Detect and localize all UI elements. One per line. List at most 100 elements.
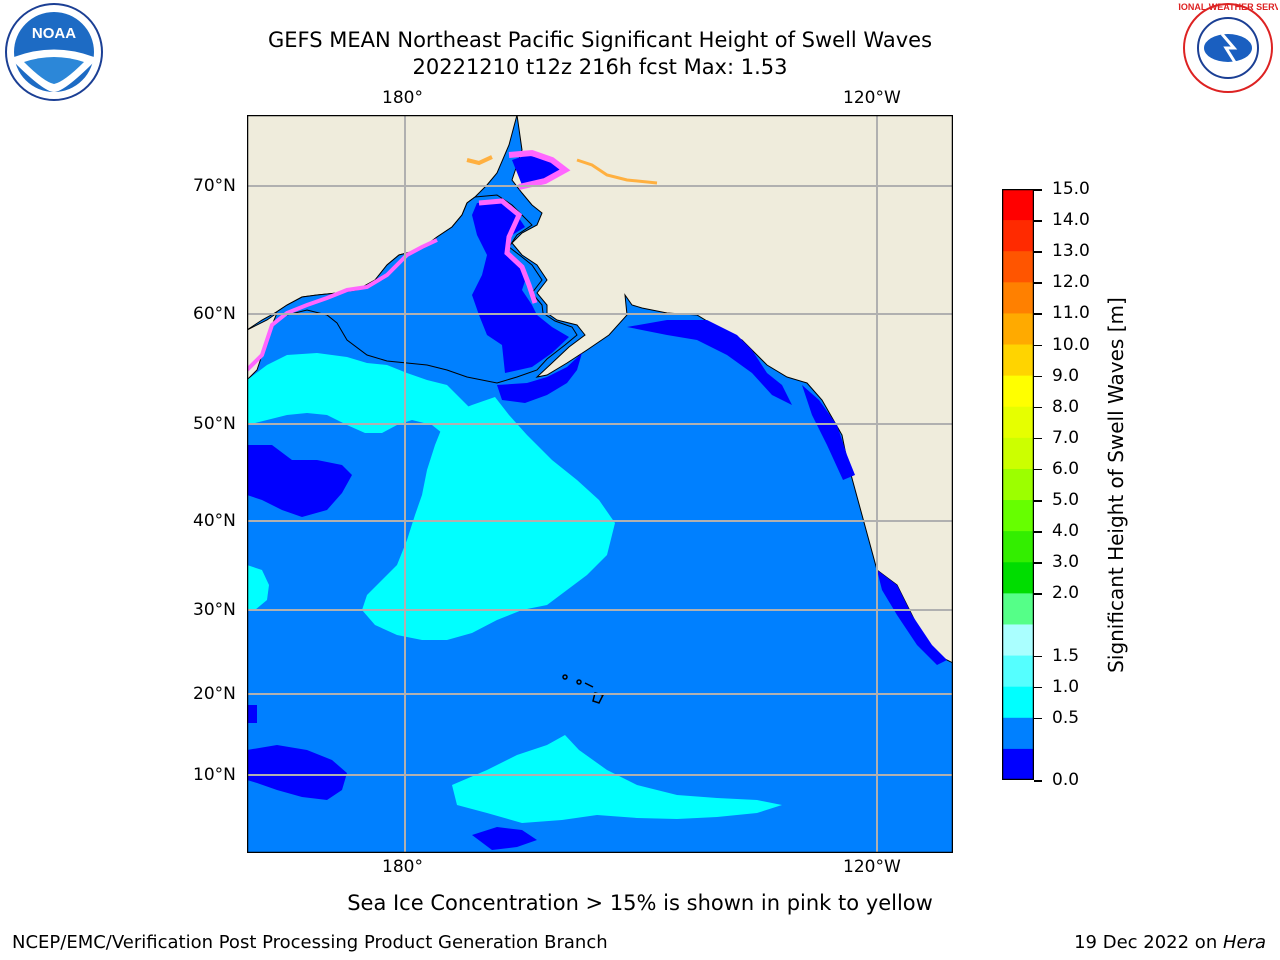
sea-ice-bering — [478, 198, 538, 304]
colorbar-tick-mark — [1034, 375, 1042, 378]
colorbar-label: Significant Height of Swell Waves [m] — [1104, 297, 1128, 673]
colorbar-tick-mark — [1034, 344, 1042, 347]
colorbar-tick-label: 0.5 — [1052, 707, 1080, 728]
colorbar-tick-label: 5.0 — [1052, 490, 1080, 511]
colorbar-tick-mark — [1034, 282, 1042, 284]
colorbar-tick-label: 3.0 — [1052, 552, 1080, 573]
colorbar-segment — [1002, 562, 1034, 594]
colorbar-tick-mark — [1034, 189, 1042, 191]
colorbar-tick-label: 0.0 — [1052, 770, 1080, 790]
map-panel — [245, 114, 954, 854]
lat-tick-60n: 60°N — [193, 304, 236, 324]
lat-tick-50n: 50°N — [193, 414, 236, 434]
footer-host: Hera — [1222, 932, 1266, 953]
swell-deep-edge — [247, 705, 257, 723]
graticule — [247, 115, 953, 853]
colorbar-segment — [1002, 655, 1034, 688]
noaa-logo-text: NOAA — [32, 25, 76, 42]
sea-bering-shallow — [472, 203, 569, 373]
swell-cyan-north — [247, 353, 487, 445]
swell-deep-south — [472, 827, 537, 850]
sea-ice-orange-2 — [576, 158, 658, 185]
colorbar-tick-mark — [1034, 500, 1042, 502]
lat-tick-30n: 30°N — [193, 600, 236, 620]
colorbar-tick-label: 13.0 — [1052, 241, 1090, 262]
colorbar-segment — [1002, 748, 1034, 781]
colorbar-tick-label: 1.0 — [1052, 676, 1080, 697]
title-line-2: 20221210 t12z 216h fcst Max: 1.53 — [412, 55, 788, 79]
sea-ice-note: Sea Ice Concentration > 15% is shown in … — [347, 891, 933, 915]
land-north-america — [511, 114, 954, 664]
colorbar-segment — [1002, 189, 1034, 221]
sea-ca-coast — [877, 570, 947, 665]
colorbar-tick-mark — [1034, 437, 1042, 440]
colorbar-tick-label: 9.0 — [1052, 365, 1080, 386]
noaa-logo: NOAA — [4, 2, 104, 102]
colorbar — [1001, 188, 1035, 781]
colorbar-tick-mark — [1034, 406, 1042, 409]
colorbar-tick-label: 15.0 — [1052, 179, 1090, 199]
colorbar-tick-mark — [1034, 251, 1042, 253]
colorbar-segment — [1002, 220, 1034, 252]
colorbar-segment — [1002, 406, 1034, 439]
colorbar-tick-label: 11.0 — [1052, 303, 1090, 324]
sea-gulf-coast — [627, 320, 792, 405]
colorbar-tick-mark — [1034, 686, 1042, 689]
lon-tick-top-180: 180° — [382, 88, 423, 108]
sea-alaska-coast — [497, 353, 582, 403]
colorbar-segment — [1002, 375, 1034, 408]
colorbar-segment — [1002, 437, 1034, 470]
colorbar-tick-mark — [1034, 593, 1042, 595]
colorbar-segment — [1002, 313, 1034, 346]
swell-cyan-central — [362, 397, 615, 640]
colorbar-tick-mark — [1034, 780, 1042, 782]
sea-ice-arctic — [508, 149, 571, 190]
sea-shallow-arctic — [512, 155, 562, 185]
lon-tick-bottom-180: 180° — [382, 857, 423, 877]
title-line-1: GEFS MEAN Northeast Pacific Significant … — [267, 28, 933, 52]
footer-credit: NCEP/EMC/Verification Post Processing Pr… — [12, 932, 608, 953]
colorbar-tick-label: 12.0 — [1052, 272, 1090, 293]
colorbar-segment — [1002, 593, 1034, 626]
colorbar-segment — [1002, 468, 1034, 501]
swell-cyan-south — [452, 735, 782, 823]
lat-tick-10n: 10°N — [193, 765, 236, 785]
swell-deep-southwest — [247, 745, 347, 800]
colorbar-tick-mark — [1034, 313, 1042, 315]
sea-ice-orange-1 — [466, 155, 493, 166]
map-canvas — [245, 114, 954, 854]
colorbar-tick-mark — [1034, 655, 1042, 658]
colorbar-segment — [1002, 251, 1034, 283]
sea-bc-coast — [802, 385, 855, 480]
lat-tick-70n: 70°N — [193, 176, 236, 196]
colorbar-tick-mark — [1034, 717, 1042, 720]
lat-tick-40n: 40°N — [193, 511, 236, 531]
colorbar-segment — [1002, 624, 1034, 657]
swell-deep-west-1 — [247, 445, 352, 517]
lon-tick-bottom-120w: 120°W — [843, 857, 901, 877]
colorbar-tick-label: 7.0 — [1052, 427, 1080, 448]
colorbar-segment — [1002, 282, 1034, 315]
colorbar-border — [1001, 188, 1035, 781]
lat-tick-20n: 20°N — [193, 684, 236, 704]
colorbar-tick-label: 1.5 — [1052, 645, 1080, 666]
colorbar-tick-mark — [1034, 531, 1042, 533]
colorbar-tick-label: 2.0 — [1052, 583, 1080, 604]
swell-cyan-west — [247, 565, 269, 610]
colorbar-tick-label: 14.0 — [1052, 210, 1090, 231]
sea-ice-west — [245, 238, 438, 372]
colorbar-tick-mark — [1034, 562, 1042, 564]
lon-tick-top-120w: 120°W — [843, 88, 901, 108]
colorbar-tick-label: 10.0 — [1052, 334, 1090, 355]
nws-logo: NATIONAL WEATHER SERVICE — [1161, 0, 1280, 100]
colorbar-segment — [1002, 686, 1034, 719]
nws-logo-text: NATIONAL WEATHER SERVICE — [1178, 2, 1278, 12]
footer-date-wrap: 19 Dec 2022 on Hera — [1074, 932, 1266, 954]
colorbar-tick-mark — [1034, 468, 1042, 471]
colorbar-segment — [1002, 500, 1034, 532]
colorbar-ticks: 15.0 14.0 13.0 12.0 11.0 10.0 9.0 8.0 7.0 6.0 5.0 4… — [1034, 179, 1118, 790]
colorbar-tick-label: 6.0 — [1052, 458, 1080, 479]
colorbar-segment — [1002, 344, 1034, 377]
footer-note-wrap: Sea Ice Concentration > 15% is shown in … — [0, 890, 1280, 916]
colorbar-tick-label: 8.0 — [1052, 396, 1080, 417]
